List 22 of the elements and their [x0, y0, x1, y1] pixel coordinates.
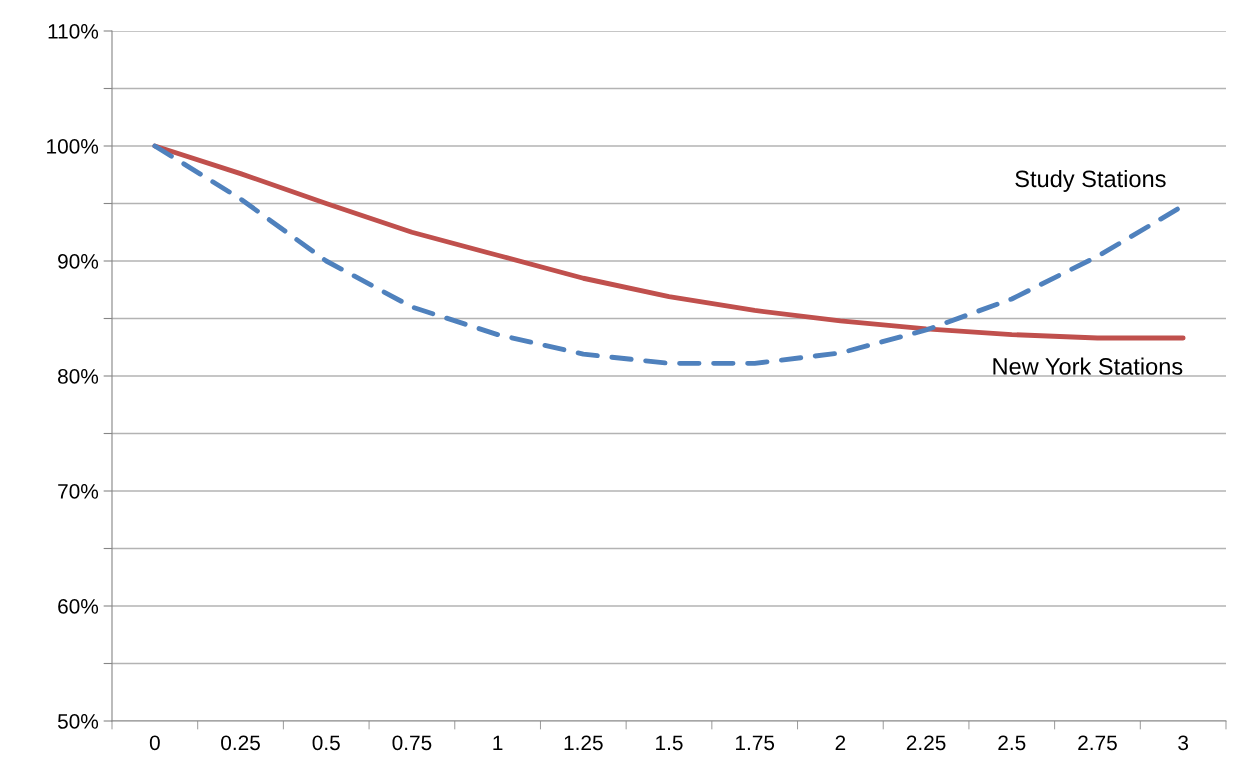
y-tick-label: 50% — [57, 714, 99, 729]
x-tick-label: 0.25 — [221, 735, 260, 751]
y-tick-label: 60% — [58, 599, 99, 614]
series-label: Study Stations — [1015, 169, 1166, 192]
x-tick-label: 2.75 — [1078, 735, 1117, 751]
y-tick-label: 90% — [58, 254, 99, 269]
x-tick-label: 3 — [1178, 735, 1189, 751]
x-tick-label: 2.5 — [998, 735, 1026, 751]
x-tick-label: 0.75 — [392, 735, 432, 751]
y-tick-label: 110% — [48, 24, 99, 39]
x-tick-label: 2.25 — [906, 735, 946, 751]
x-tick-label: 1.75 — [736, 735, 775, 751]
x-tick-label: 1 — [493, 735, 503, 750]
x-tick-label: 0 — [149, 735, 160, 751]
x-tick-label: 1.25 — [564, 735, 603, 751]
series-label: New York Stations — [993, 357, 1183, 375]
x-tick-label: 2 — [835, 735, 846, 750]
y-tick-label: 70% — [58, 484, 99, 499]
x-tick-label: 0.5 — [312, 735, 340, 751]
y-tick-label: 100% — [47, 139, 99, 154]
x-tick-label: 1.5 — [656, 735, 683, 751]
y-tick-label: 80% — [58, 369, 99, 384]
